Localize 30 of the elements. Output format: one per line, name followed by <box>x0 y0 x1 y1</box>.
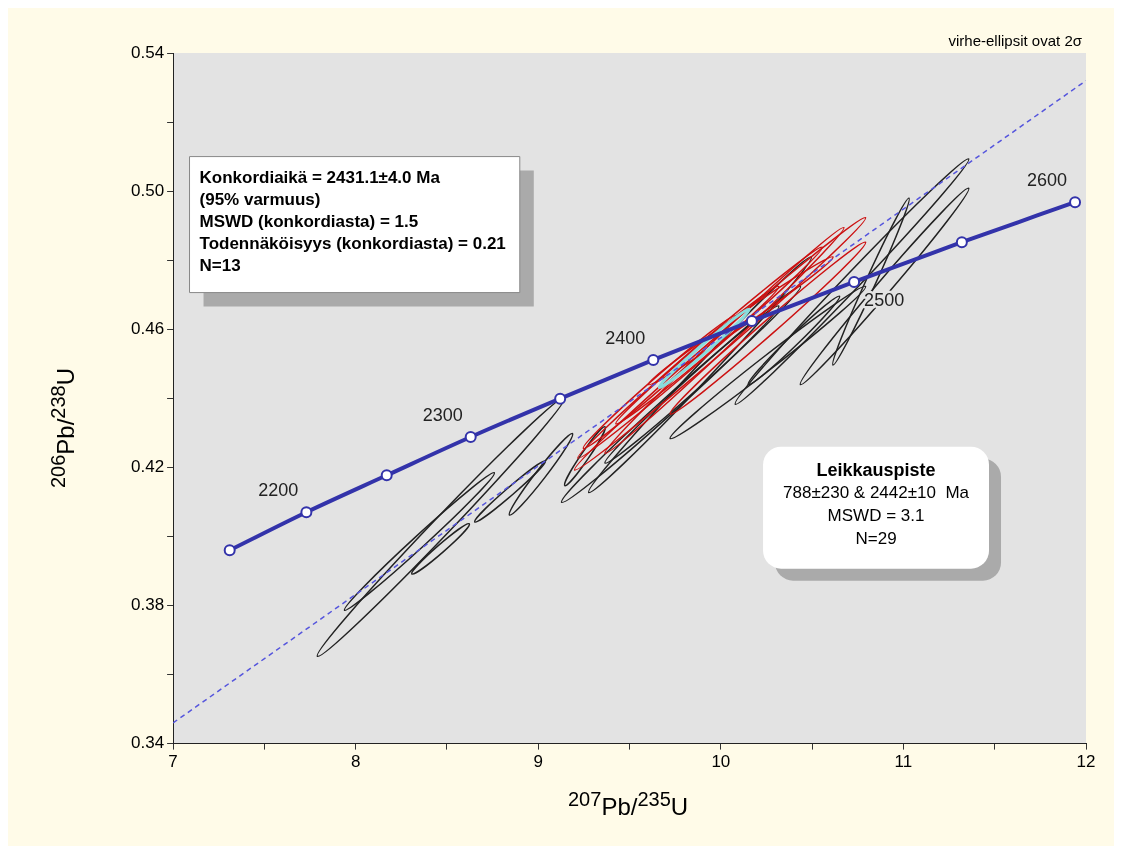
point <box>380 469 393 482</box>
y-tick-label: 0.50 <box>130 180 165 200</box>
annotation: 2300 <box>422 404 463 425</box>
y-tick-label: 0.46 <box>130 318 165 338</box>
point <box>300 506 313 519</box>
x-tick-label: 7 <box>168 752 178 772</box>
x-tick-label: 9 <box>533 752 543 772</box>
y-tick-label: 0.38 <box>130 595 165 615</box>
annotation: 2200 <box>258 480 299 501</box>
text: virhe-ellipsit ovat 2σ <box>948 31 1083 49</box>
x-tick-label: 10 <box>711 752 731 772</box>
point <box>1069 196 1082 209</box>
x-axis-title: $^{207}$Pb/$^{235}$U <box>568 788 689 821</box>
annotation: Konkordiaikä = 2431.1±4.0 Ma (95% varmuus) MSWD (konkordiasta) = 1.5 Todennäköisyys (konkordiasta) = 0.21 N=13 <box>199 168 506 276</box>
point <box>223 544 236 557</box>
point <box>464 430 477 443</box>
x-tick-label: 8 <box>350 752 361 772</box>
x-tick-label: 11 <box>894 752 913 772</box>
x-tick-label: 12 <box>1076 752 1096 772</box>
point <box>745 314 758 327</box>
point <box>955 236 968 249</box>
y-tick-label: 0.42 <box>130 457 165 477</box>
point <box>554 392 567 405</box>
y-tick-label: 0.54 <box>130 42 165 62</box>
y-tick-label: 0.34 <box>130 733 165 753</box>
annotation: 2400 <box>605 327 646 348</box>
annotation: Leikkauspiste 788±230 & 2442±10 Ma MSWD = 3.1 N=29 <box>783 459 970 549</box>
point <box>848 275 861 288</box>
annotation: 2600 <box>1027 170 1068 191</box>
point <box>647 353 660 366</box>
